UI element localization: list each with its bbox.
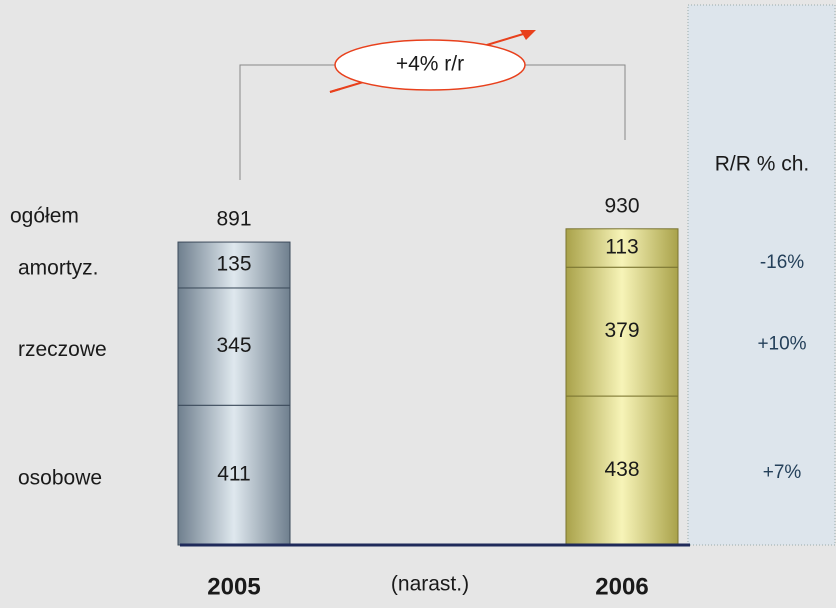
segment-label: 411: [217, 463, 250, 486]
total-label: 930: [604, 194, 639, 217]
total-label: 891: [216, 208, 251, 231]
segment-label: 113: [605, 236, 638, 259]
arrow: [329, 88, 341, 93]
row-label: osobowe: [18, 467, 102, 490]
segment-label: 438: [604, 458, 639, 481]
row-label: rzeczowe: [18, 338, 107, 361]
segment-label: 379: [604, 319, 639, 342]
bar-segment: [177, 287, 291, 406]
period-note: (narast.): [391, 573, 469, 596]
bar-segment: [177, 404, 291, 546]
x-tick-label: 2005: [207, 573, 260, 600]
change-label: -16%: [760, 252, 804, 273]
change-label: +10%: [757, 334, 806, 355]
bracket: [239, 64, 335, 180]
bar-segment: [565, 228, 679, 268]
row-label: ogółem: [10, 205, 79, 228]
bracket: [525, 64, 626, 140]
segment-label: 135: [216, 253, 251, 276]
bar-segment: [177, 241, 291, 289]
row-label: amortyz.: [18, 257, 99, 280]
change-panel: [687, 4, 836, 546]
change-header: R/R % ch.: [715, 153, 810, 176]
arrow-head: [520, 30, 536, 40]
annotation-bubble: [334, 39, 526, 91]
segment-label: 345: [216, 334, 251, 357]
annotation: +4% r/r: [396, 53, 464, 76]
x-tick-label: 2006: [595, 573, 648, 600]
change-label: +7%: [763, 462, 802, 483]
